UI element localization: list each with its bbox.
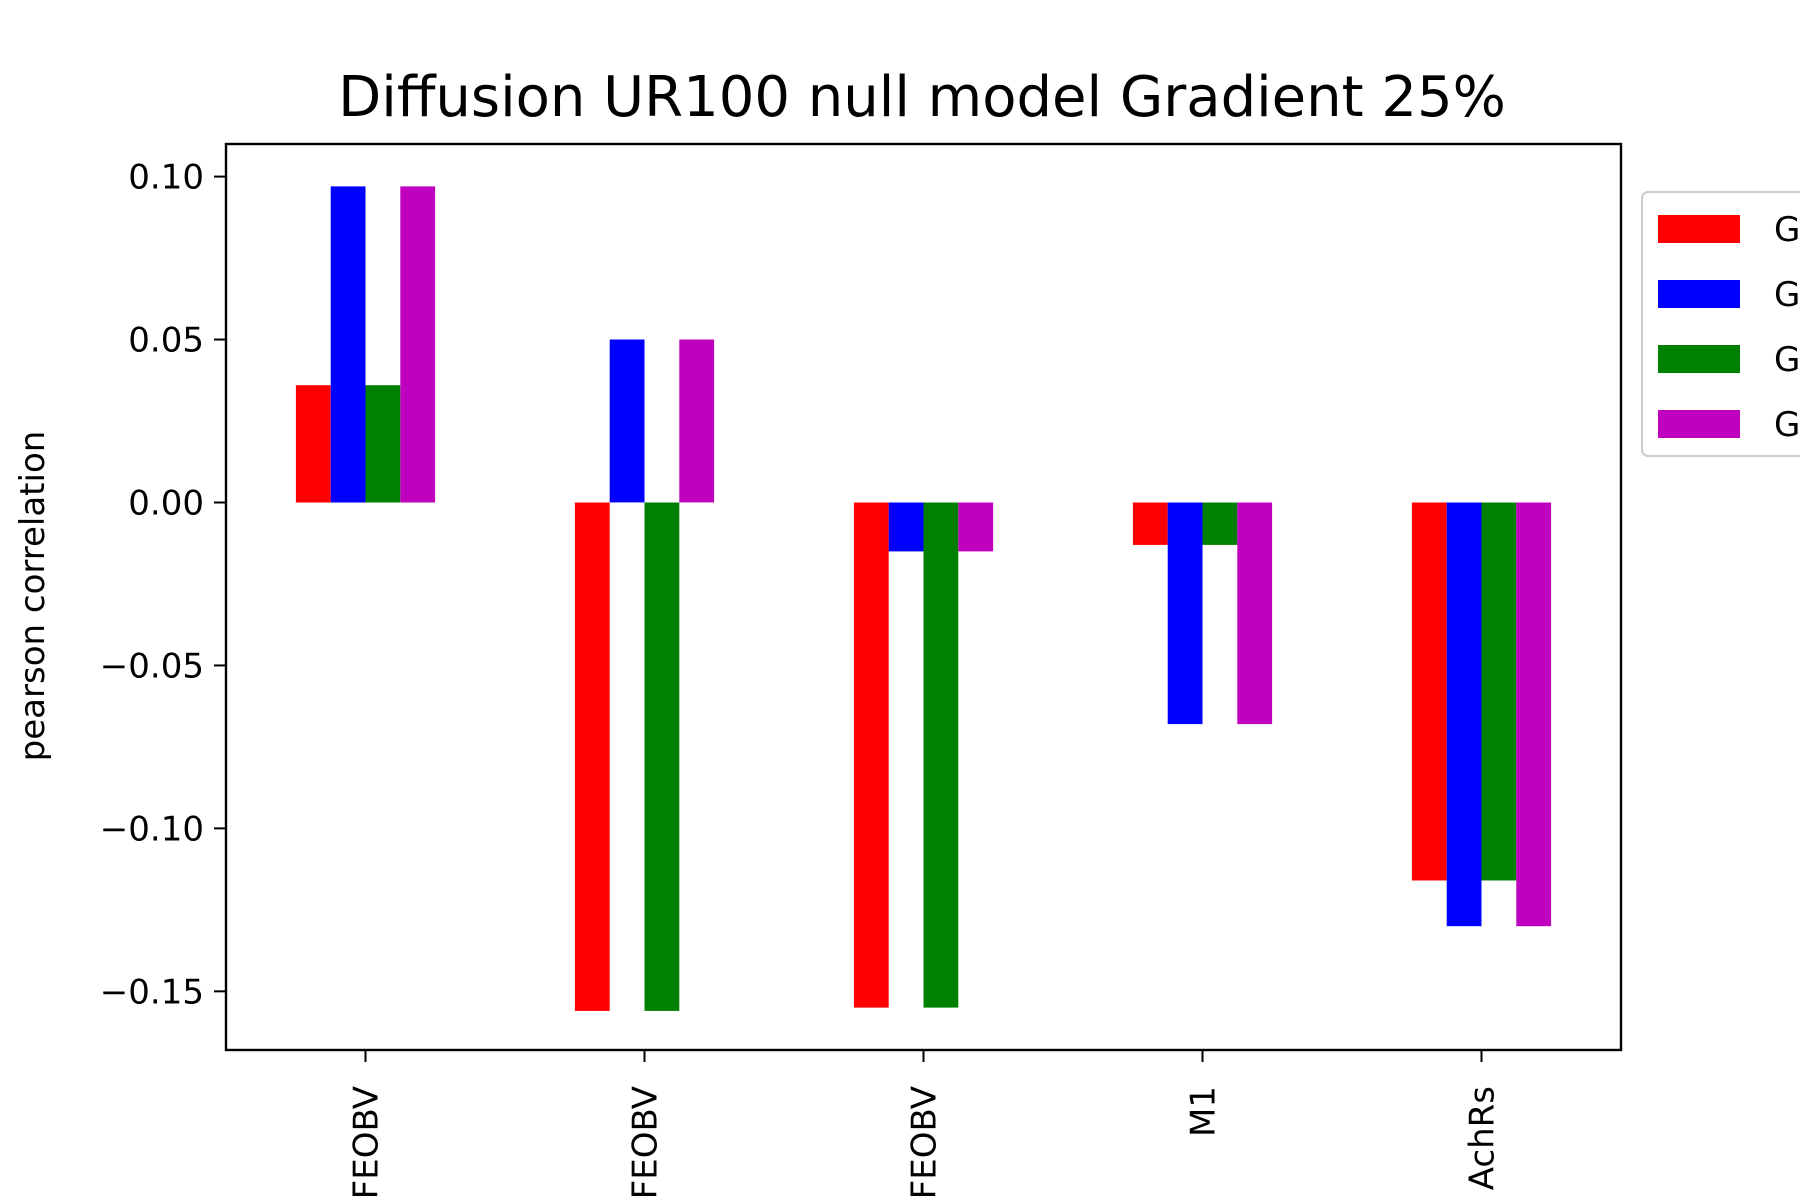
x-tick-label: FEOBV bbox=[626, 1086, 666, 1199]
legend-label: G bbox=[1774, 210, 1800, 250]
x-tick-label: FEOBV bbox=[905, 1086, 945, 1199]
y-axis-label: pearson correlation bbox=[13, 431, 53, 762]
legend-swatch bbox=[1658, 215, 1740, 243]
bar bbox=[1167, 502, 1203, 725]
bar bbox=[330, 186, 366, 503]
bar bbox=[1446, 502, 1482, 927]
legend-box bbox=[1641, 191, 1800, 457]
bar bbox=[1202, 502, 1238, 545]
bar bbox=[609, 339, 645, 503]
bar bbox=[400, 186, 436, 503]
bar bbox=[1132, 502, 1168, 545]
y-tick-label: −0.15 bbox=[100, 972, 204, 1012]
y-tick-label: −0.05 bbox=[100, 646, 204, 686]
chart-title: Diffusion UR100 null model Gradient 25% bbox=[338, 65, 1506, 130]
bar bbox=[295, 385, 331, 503]
bar bbox=[679, 339, 715, 503]
bar bbox=[958, 502, 994, 552]
bar bbox=[644, 502, 680, 1011]
y-tick-label: 0.00 bbox=[128, 483, 204, 523]
x-tick-label: M1 bbox=[1184, 1086, 1224, 1137]
y-tick-label: 0.10 bbox=[128, 158, 204, 198]
y-axis: 0.10 0.05 0.00 −0.05 −0.10 −0.15 bbox=[100, 158, 226, 1012]
bar bbox=[923, 502, 959, 1008]
bar bbox=[574, 502, 610, 1011]
bar bbox=[1237, 502, 1273, 725]
y-tick-label: 0.05 bbox=[128, 321, 204, 361]
legend-swatch bbox=[1658, 280, 1740, 308]
x-tick-label: AchRs bbox=[1463, 1086, 1503, 1190]
legend-swatch bbox=[1658, 410, 1740, 438]
bar-group bbox=[295, 186, 1552, 1011]
legend-label: G bbox=[1774, 275, 1800, 315]
y-tick-label: −0.10 bbox=[100, 809, 204, 849]
x-tick-label: FEOBV bbox=[347, 1086, 387, 1199]
bar bbox=[1516, 502, 1552, 927]
bar bbox=[853, 502, 889, 1008]
legend-label: G bbox=[1774, 340, 1800, 380]
legend-label: G bbox=[1774, 405, 1800, 445]
x-axis: FEOBV FEOBV FEOBV M1 AchRs bbox=[347, 1050, 1503, 1199]
bar bbox=[888, 502, 924, 552]
bar bbox=[365, 385, 401, 503]
bar bbox=[1481, 502, 1517, 881]
legend-swatch bbox=[1658, 345, 1740, 373]
bar bbox=[1411, 502, 1447, 881]
